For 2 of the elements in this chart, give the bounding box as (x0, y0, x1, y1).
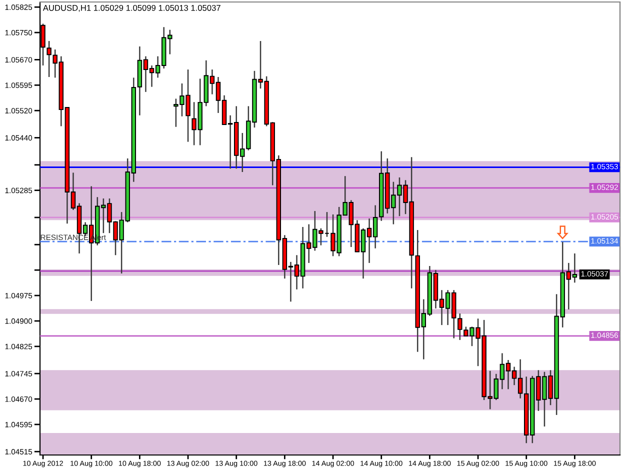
chart-title: AUDUSD,H1 1.05029 1.05099 1.05013 1.05037 (42, 4, 220, 12)
candlestick (46, 40, 52, 78)
